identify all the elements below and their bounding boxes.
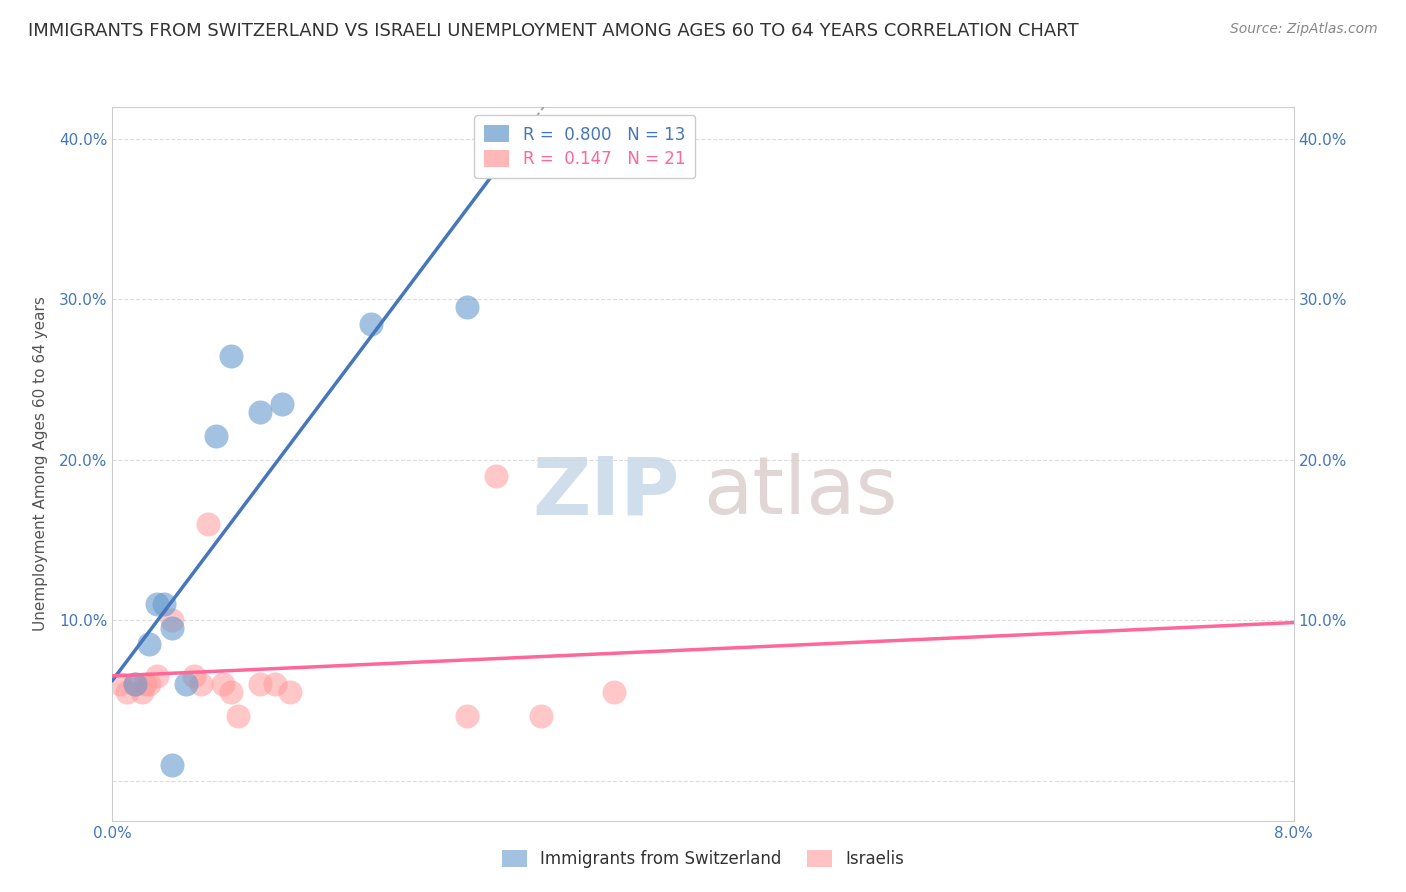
Point — [124, 677, 146, 691]
Point — [134, 677, 156, 691]
Point — [249, 405, 271, 419]
Point — [146, 669, 169, 683]
Point — [197, 516, 219, 531]
Point — [138, 677, 160, 691]
Point — [219, 349, 242, 363]
Point — [456, 301, 478, 315]
Point — [603, 685, 626, 699]
Text: IMMIGRANTS FROM SWITZERLAND VS ISRAELI UNEMPLOYMENT AMONG AGES 60 TO 64 YEARS CO: IMMIGRANTS FROM SWITZERLAND VS ISRAELI U… — [28, 22, 1078, 40]
Point — [219, 685, 242, 699]
Point — [456, 709, 478, 723]
Point — [138, 637, 160, 651]
Point — [212, 677, 235, 691]
Point — [108, 677, 131, 691]
Point — [146, 597, 169, 611]
Point — [485, 468, 508, 483]
Legend: R =  0.800   N = 13, R =  0.147   N = 21: R = 0.800 N = 13, R = 0.147 N = 21 — [474, 115, 696, 178]
Point — [131, 685, 153, 699]
Point — [124, 677, 146, 691]
Point — [160, 613, 183, 627]
Point — [278, 685, 301, 699]
Point — [249, 677, 271, 691]
Point — [264, 677, 287, 691]
Point — [117, 685, 138, 699]
Y-axis label: Unemployment Among Ages 60 to 64 years: Unemployment Among Ages 60 to 64 years — [32, 296, 48, 632]
Point — [190, 677, 212, 691]
Point — [360, 317, 382, 331]
Point — [160, 621, 183, 635]
Text: atlas: atlas — [703, 453, 897, 532]
Point — [271, 397, 294, 411]
Text: Source: ZipAtlas.com: Source: ZipAtlas.com — [1230, 22, 1378, 37]
Point — [226, 709, 249, 723]
Point — [205, 429, 228, 443]
Point — [160, 757, 183, 772]
Legend: Immigrants from Switzerland, Israelis: Immigrants from Switzerland, Israelis — [495, 843, 911, 875]
Point — [529, 709, 551, 723]
Point — [153, 597, 176, 611]
Point — [174, 677, 197, 691]
Point — [183, 669, 205, 683]
Text: ZIP: ZIP — [531, 453, 679, 532]
